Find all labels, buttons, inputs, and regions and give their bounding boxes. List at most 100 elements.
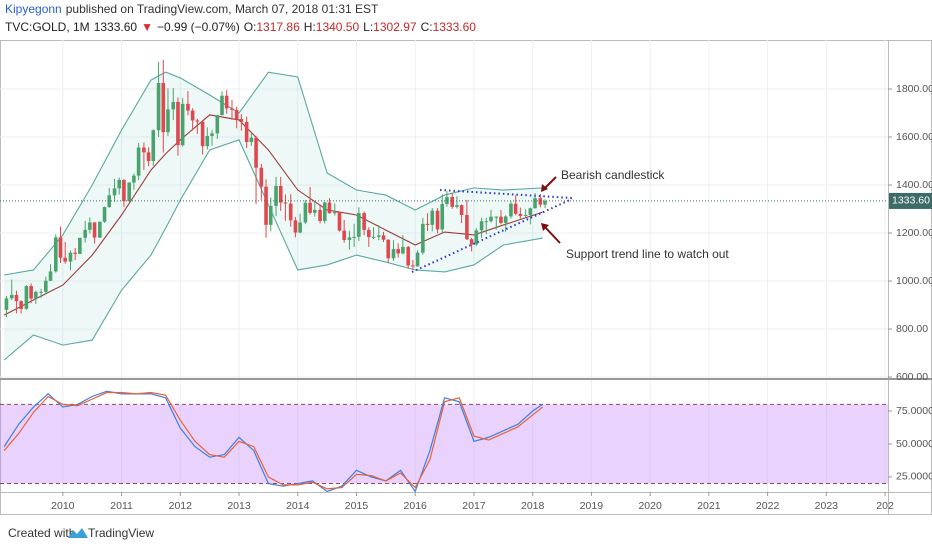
candle-body	[528, 208, 533, 216]
candle-body	[509, 203, 513, 217]
candle-body	[112, 188, 117, 196]
x-tick-label: 2018	[521, 500, 545, 512]
candle-body	[171, 101, 176, 110]
candle-body	[312, 209, 317, 213]
candle-body	[161, 82, 166, 133]
y-tick-label: 1200.00	[896, 227, 932, 239]
candle-body	[254, 137, 258, 168]
candle-body	[224, 95, 229, 109]
x-tick-label: 2021	[697, 500, 721, 512]
candle-body	[268, 205, 273, 225]
legend-item: 1302.97	[373, 20, 417, 34]
candle-body	[73, 252, 77, 254]
x-tick-label: 202	[876, 500, 894, 512]
candle-body	[186, 103, 190, 111]
candle-body	[308, 202, 312, 213]
last-price-label: 1333.60	[892, 195, 930, 207]
y-tick-label: 800.00	[896, 323, 928, 335]
legend-item: 1317.86	[256, 20, 300, 34]
arrow-support	[543, 225, 561, 244]
published: published on TradingView.com, March 07, …	[66, 2, 379, 16]
legend-item: L:	[363, 20, 373, 34]
candle-body	[377, 235, 381, 237]
candle-body	[357, 213, 361, 237]
candle-body	[14, 294, 19, 302]
candle-body	[362, 213, 366, 230]
candle-body	[523, 215, 528, 217]
bollinger-basis	[3, 114, 543, 316]
candle-body	[298, 222, 302, 233]
candle-body	[39, 291, 43, 293]
candle-body	[58, 237, 63, 258]
candle-body	[278, 185, 283, 203]
y-tick-label: 1400.00	[896, 179, 932, 191]
x-tick-label: 2023	[815, 500, 839, 512]
footer	[0, 515, 932, 550]
candle-body	[518, 213, 523, 216]
legend-item: C:	[421, 20, 433, 34]
legend-item: −0.99 (−0.07%)	[157, 20, 240, 34]
candle-body	[342, 230, 346, 240]
stoch-line	[3, 390, 543, 492]
candle-body	[220, 95, 224, 116]
candle-body	[533, 198, 537, 209]
candle-body	[117, 179, 122, 189]
x-tick-label: 2010	[51, 500, 75, 512]
candle-body	[166, 109, 170, 133]
candle-body	[78, 237, 82, 254]
x-tick-label: 2013	[227, 500, 251, 512]
candle-body	[391, 249, 396, 259]
candle-body	[102, 207, 107, 222]
candle-body	[386, 239, 391, 259]
candle-body	[459, 205, 464, 216]
header-legend: TVC:GOLD, 1M 1333.60 ▼ −0.99 (−0.07%) O:1317…	[5, 20, 476, 34]
legend-item: O:	[244, 20, 257, 34]
candle-body	[411, 265, 415, 267]
candle-body	[474, 230, 479, 245]
arrow-head	[541, 223, 549, 231]
annotation: Support trend line to watch out	[566, 247, 729, 261]
candle-body	[440, 203, 445, 230]
header-line-1: Kipyegonn published on TradingView.com, M…	[5, 2, 379, 16]
bollinger-upper	[4, 71, 543, 276]
stoch-pane	[0, 380, 888, 492]
candle-body	[489, 216, 493, 222]
candle-body	[430, 210, 435, 225]
candle-body	[396, 249, 400, 254]
candle-body	[332, 212, 337, 214]
candle-body	[264, 186, 268, 225]
candle-body	[283, 202, 288, 204]
legend-item: H:	[304, 20, 316, 34]
candle-body	[371, 236, 376, 238]
candle-body	[425, 223, 430, 225]
author[interactable]: Kipyegonn	[5, 2, 62, 16]
x-tick-label: 2020	[638, 500, 662, 512]
candle-body	[230, 108, 234, 110]
y-tick-label: 1600.00	[896, 131, 932, 143]
main-pane	[0, 40, 888, 378]
candle-body	[63, 257, 67, 262]
candle-body	[142, 147, 146, 153]
candle-body	[180, 103, 185, 146]
candle-body	[401, 246, 405, 254]
candle-body	[107, 195, 112, 208]
candle-body	[288, 203, 293, 221]
candle-body	[503, 216, 508, 223]
drawings: Bearish candlestick Support trend line to…	[411, 168, 729, 273]
candle-body	[274, 185, 278, 206]
candle-body	[367, 229, 371, 238]
candle-body	[406, 246, 410, 266]
candle-body	[92, 222, 97, 238]
x-tick-label: 2012	[169, 500, 193, 512]
candle-body	[24, 286, 29, 309]
candle-body	[455, 205, 459, 207]
y-tick-label: 75.0000	[896, 405, 932, 417]
candle-body	[421, 223, 425, 253]
candle-body	[293, 220, 298, 233]
candle-body	[543, 200, 547, 205]
candle-body	[98, 221, 102, 238]
candle-body	[337, 212, 342, 231]
candle-body	[479, 221, 484, 231]
footer-brand[interactable]: TradingView	[88, 526, 154, 540]
